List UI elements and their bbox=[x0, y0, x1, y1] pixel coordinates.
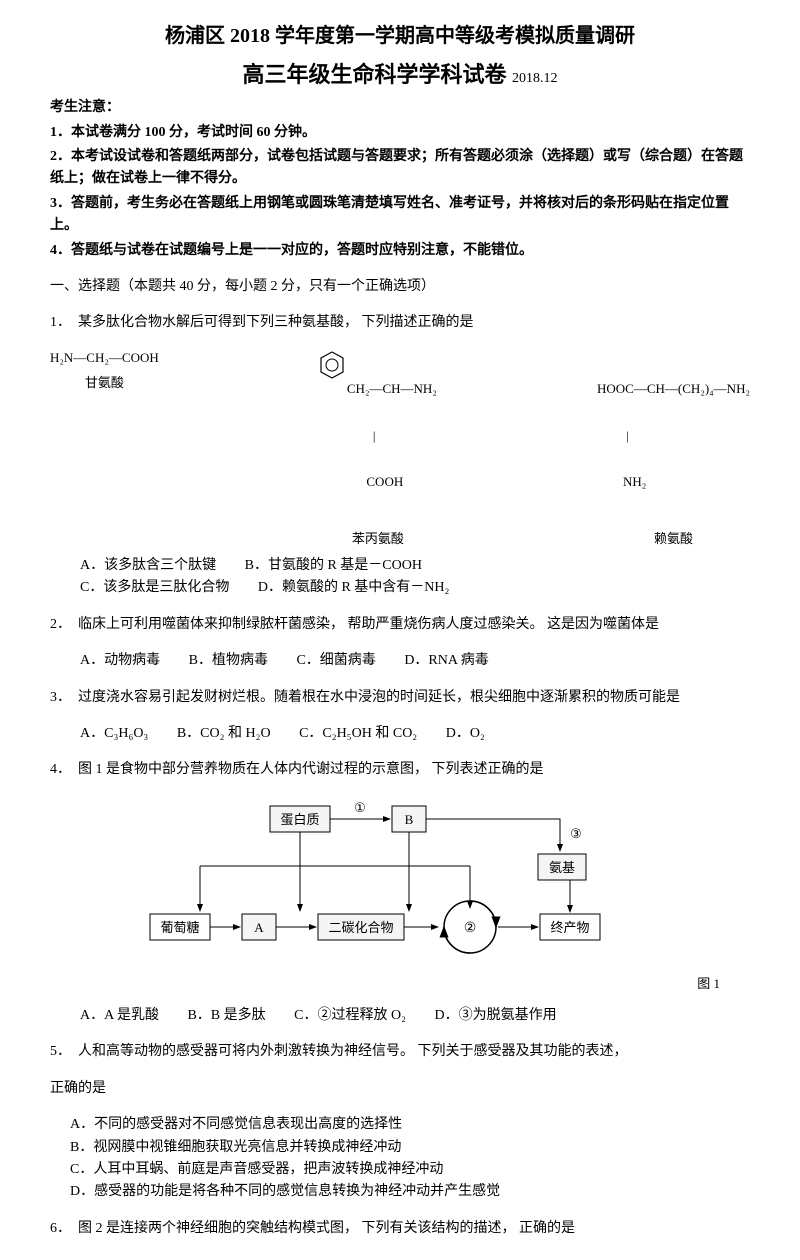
q3-text: 3． 过度浇水容易引起发财树烂根。随着根在水中浸泡的时间延长，根尖细胞中逐渐累积… bbox=[50, 687, 750, 709]
q1-text: 1． 某多肽化合物水解后可得到下列三种氨基酸， 下列描述正确的是 bbox=[50, 312, 750, 334]
q4-optD: D．③为脱氨基作用 bbox=[434, 1005, 556, 1027]
exam-subject-title: 高三年级生命科学学科试卷 2018.12 bbox=[50, 57, 750, 92]
subject-text: 高三年级生命科学学科试卷 bbox=[242, 62, 506, 87]
question-4: 4． 图 1 是食物中部分营养物质在人体内代谢过程的示意图， 下列表述正确的是 … bbox=[50, 759, 750, 1027]
box-amino: 氨基 bbox=[549, 860, 575, 875]
question-2: 2． 临床上可利用噬菌体来抑制绿脓杆菌感染， 帮助严重烧伤病人度过感染关。 这是… bbox=[50, 614, 750, 673]
question-3: 3． 过度浇水容易引起发财树烂根。随着根在水中浸泡的时间延长，根尖细胞中逐渐累积… bbox=[50, 687, 750, 746]
lys-line3: NH₂ bbox=[597, 474, 750, 490]
q3-options: A．C₃H₆O₃ B．CO₂ 和 H₂O C．C₂H₅OH 和 CO₂ D．O₂ bbox=[80, 723, 750, 745]
exam-date: 2018.12 bbox=[512, 71, 558, 86]
q5-text: 5． 人和高等动物的感受器可将内外刺激转换为神经信号。 下列关于感受器及其功能的… bbox=[50, 1041, 750, 1063]
exam-instructions: 考生注意： 1．本试卷满分 100 分，考试时间 60 分钟。 2．本考试设试卷… bbox=[50, 97, 750, 262]
q3-optD: D．O₂ bbox=[446, 723, 485, 745]
q2-optC: C．细菌病毒 bbox=[296, 650, 375, 672]
q3-optB: B．CO₂ 和 H₂O bbox=[177, 723, 271, 745]
glycine-formula: H₂N—CH₂—COOH bbox=[50, 350, 159, 366]
section1-heading: 一、选择题（本题共 40 分，每小题 2 分，只有一个正确选项） bbox=[50, 276, 750, 298]
chem-lysine: HOOC—CH—(CH₂)₄—NH₂ | NH₂ 赖氨酸 bbox=[597, 350, 750, 550]
box-protein: 蛋白质 bbox=[280, 812, 319, 827]
q2-optD: D．RNA 病毒 bbox=[404, 650, 488, 672]
notice-line1: 1．本试卷满分 100 分，考试时间 60 分钟。 bbox=[50, 122, 750, 144]
question-1: 1． 某多肽化合物水解后可得到下列三种氨基酸， 下列描述正确的是 H₂N—CH₂… bbox=[50, 312, 750, 600]
q6-text: 6． 图 2 是连接两个神经细胞的突触结构模式图， 下列有关该结构的描述， 正确… bbox=[50, 1218, 750, 1240]
q1-optB: B．甘氨酸的 R 基是－COOH bbox=[245, 555, 422, 577]
q4-optC: C．②过程释放 O₂ bbox=[294, 1005, 406, 1027]
chem-phenylalanine: CH₂—CH—NH₂ | COOH 苯丙氨酸 bbox=[319, 350, 437, 550]
q2-text: 2． 临床上可利用噬菌体来抑制绿脓杆菌感染， 帮助严重烧伤病人度过感染关。 这是… bbox=[50, 614, 750, 636]
q1-chemicals: H₂N—CH₂—COOH 甘氨酸 CH₂—CH—NH₂ | COOH 苯丙氨酸 bbox=[50, 350, 750, 550]
q1-optD: D．赖氨酸的 R 基中含有－NH₂ bbox=[258, 577, 450, 599]
q2-optA: A．动物病毒 bbox=[80, 650, 160, 672]
q5-optD: D．感受器的功能是将各种不同的感觉信息转换为神经冲动并产生感觉 bbox=[70, 1181, 750, 1203]
box-a: A bbox=[254, 920, 264, 935]
notice-line4: 4．答题纸与试卷在试题编号上是一一对应的，答题时应特别注意，不能错位。 bbox=[50, 240, 750, 262]
fig1-label: 图 1 bbox=[50, 974, 720, 995]
box-final: 终产物 bbox=[550, 920, 589, 935]
q5-optC: C．人耳中耳蜗、前庭是声音感受器，把声波转换成神经冲动 bbox=[70, 1159, 750, 1181]
circle-2: ② bbox=[464, 921, 477, 936]
q3-optC: C．C₂H₅OH 和 CO₂ bbox=[299, 723, 417, 745]
q4-diagram: 蛋白质 ① B ③ 氨基 葡萄糖 A bbox=[50, 796, 750, 995]
q5-text2: 正确的是 bbox=[50, 1078, 750, 1100]
question-6: 6． 图 2 是连接两个神经细胞的突触结构模式图， 下列有关该结构的描述， 正确… bbox=[50, 1218, 750, 1240]
q5-optB: B．视网膜中视锥细胞获取光亮信息并转换成神经冲动 bbox=[70, 1137, 750, 1159]
box-b: B bbox=[405, 812, 414, 827]
q4-optB: B．B 是多肽 bbox=[187, 1005, 265, 1027]
q2-options: A．动物病毒 B．植物病毒 C．细菌病毒 D．RNA 病毒 bbox=[80, 650, 750, 672]
q1-optA: A．该多肽含三个肽键 bbox=[80, 555, 216, 577]
phe-label: 苯丙氨酸 bbox=[319, 529, 437, 550]
benzene-ring-icon bbox=[319, 350, 345, 380]
q1-optC: C．该多肽是三肽化合物 bbox=[80, 577, 229, 599]
lys-line1: HOOC—CH—(CH₂)₄—NH₂ bbox=[597, 381, 750, 397]
circle-1: ① bbox=[354, 800, 366, 815]
q4-optA: A．A 是乳酸 bbox=[80, 1005, 159, 1027]
notice-line2: 2．本考试设试卷和答题纸两部分，试卷包括试题与答题要求；所有答题必须涂（选择题）… bbox=[50, 146, 750, 191]
question-5: 5． 人和高等动物的感受器可将内外刺激转换为神经信号。 下列关于感受器及其功能的… bbox=[50, 1041, 750, 1203]
q2-optB: B．植物病毒 bbox=[189, 650, 268, 672]
q1-options: A．该多肽含三个肽键 B．甘氨酸的 R 基是－COOH C．该多肽是三肽化合物 … bbox=[80, 555, 750, 600]
metabolism-diagram: 蛋白质 ① B ③ 氨基 葡萄糖 A bbox=[140, 796, 660, 966]
phe-line3: COOH bbox=[347, 474, 437, 490]
exam-district-title: 杨浦区 2018 学年度第一学期高中等级考模拟质量调研 bbox=[50, 20, 750, 52]
lys-label: 赖氨酸 bbox=[597, 529, 750, 550]
phe-line2: | bbox=[347, 428, 437, 444]
q5-options: A．不同的感受器对不同感觉信息表现出高度的选择性 B．视网膜中视锥细胞获取光亮信… bbox=[70, 1114, 750, 1204]
lys-line2: | bbox=[597, 428, 750, 444]
box-glucose: 葡萄糖 bbox=[160, 920, 199, 935]
chem-glycine: H₂N—CH₂—COOH 甘氨酸 bbox=[50, 350, 159, 394]
notice-heading: 考生注意： bbox=[50, 97, 750, 119]
q4-options: A．A 是乳酸 B．B 是多肽 C．②过程释放 O₂ D．③为脱氨基作用 bbox=[80, 1005, 750, 1027]
q5-optA: A．不同的感受器对不同感觉信息表现出高度的选择性 bbox=[70, 1114, 750, 1136]
notice-line3: 3．答题前，考生务必在答题纸上用钢笔或圆珠笔清楚填写姓名、准考证号，并将核对后的… bbox=[50, 193, 750, 238]
q4-text: 4． 图 1 是食物中部分营养物质在人体内代谢过程的示意图， 下列表述正确的是 bbox=[50, 759, 750, 781]
box-dicarbon: 二碳化合物 bbox=[328, 920, 393, 935]
glycine-label: 甘氨酸 bbox=[50, 373, 159, 394]
phe-line1: CH₂—CH—NH₂ bbox=[347, 381, 437, 397]
circle-3: ③ bbox=[570, 826, 582, 841]
q3-optA: A．C₃H₆O₃ bbox=[80, 723, 148, 745]
